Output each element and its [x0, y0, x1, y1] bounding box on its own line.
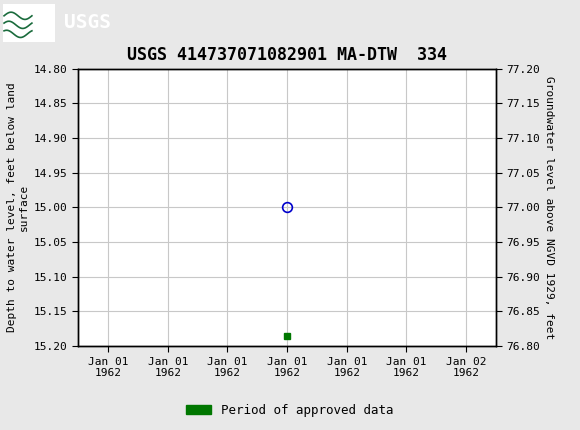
Y-axis label: Groundwater level above NGVD 1929, feet: Groundwater level above NGVD 1929, feet: [544, 76, 554, 339]
Title: USGS 414737071082901 MA-DTW  334: USGS 414737071082901 MA-DTW 334: [127, 46, 447, 64]
Y-axis label: Depth to water level, feet below land
surface: Depth to water level, feet below land su…: [7, 83, 28, 332]
Text: USGS: USGS: [64, 13, 111, 32]
Legend: Period of approved data: Period of approved data: [181, 399, 399, 421]
Bar: [3, 3, 55, 42]
